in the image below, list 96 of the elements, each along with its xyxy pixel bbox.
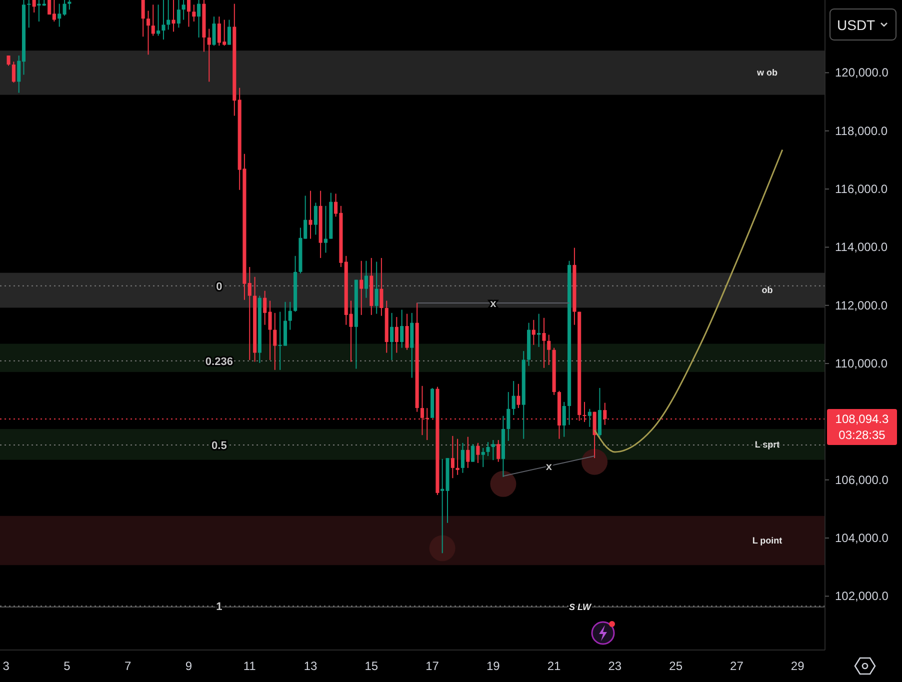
candlestick [151,4,155,36]
y-tick-label: 104,000.0 [835,531,889,546]
candlestick [212,16,216,46]
candlestick [476,442,480,464]
candlestick [273,312,277,370]
candlestick [496,440,500,462]
candlestick [162,0,166,40]
annotation: 0.5 [212,440,227,452]
candlestick [166,0,170,30]
candlestick [268,300,272,361]
candlestick [314,202,318,236]
text: USDT [837,17,876,33]
candlestick [263,290,267,326]
candlestick [186,0,191,28]
candlestick [460,442,465,474]
y-tick-label: 118,000.0 [835,124,888,138]
x-tick-label: 13 [304,659,318,673]
candlestick [588,408,592,428]
y-tick-label: 110,000.0 [835,356,888,371]
candlestick [456,438,460,476]
candlestick [512,380,516,416]
annotation: 1 [216,601,222,614]
candlestick [207,28,211,82]
y-tick-label: 114,000.0 [835,240,888,254]
x-tick-label: 5 [64,659,71,673]
x-tick-label: 7 [124,659,132,673]
candlestick [471,444,475,462]
x-tick-label: 9 [185,659,192,673]
candlestick [491,440,495,461]
x-tick-label: 15 [364,659,378,673]
candlestick [394,316,398,354]
candlestick [374,261,378,314]
candlestick [288,301,292,330]
x-tick-label: 25 [669,659,683,673]
annotation: 0.236 [205,356,233,368]
x-tick-label: 29 [790,659,805,673]
candlestick [156,4,160,36]
candlestick [176,0,180,28]
y-tick-label: 106,000.0 [835,472,889,487]
candlestick [450,435,454,479]
x-tick-label: 21 [547,659,562,673]
candlestick [197,0,201,38]
candlestick [562,401,566,438]
candlestick [486,442,490,457]
candlestick [141,0,145,38]
x-tick-label: 27 [730,659,744,673]
candlestick [380,257,384,316]
candlestick [466,436,470,468]
x-tick-label: 11 [243,659,256,673]
candlestick [547,334,551,366]
candlestick [592,411,596,459]
candlestick [62,0,66,16]
candlestick [324,205,328,254]
candlestick [182,0,186,20]
y-tick-label: 120,000.0 [835,66,889,80]
candlestick [6,55,10,66]
candlestick [516,383,520,409]
candlestick [192,4,196,22]
band-label: L point [752,536,782,546]
x-tick-label: 19 [486,659,500,673]
candlestick [506,392,510,442]
x-tick-label: 23 [608,659,622,673]
candlestick [360,260,364,316]
line-series [594,149,784,453]
annotation: x [546,460,553,473]
candlestick [248,266,252,361]
text: 03:28:35 [838,428,886,442]
candlestick [542,317,546,368]
band-label: ob [762,285,774,296]
band-label: w ob [756,68,778,78]
candlestick [58,3,62,28]
candlestick [146,10,150,56]
ref-line-label: S LW [569,602,593,612]
candlestick [364,260,368,298]
annotation: 0 [216,280,222,293]
x-tick-label: 17 [426,659,440,673]
y-tick-label: 102,000.0 [835,589,889,604]
point [490,470,516,497]
candlestick [405,313,409,350]
candlestick [481,447,485,468]
annotation: x [490,298,498,310]
candlestick [12,61,16,84]
ref-line-label: 108,094.3 [835,412,890,426]
candlestick [308,190,312,240]
point [582,448,608,475]
y-tick-label: 112,000.0 [835,298,888,312]
candlestick [400,309,404,348]
candlestick [532,319,536,346]
candlestick [172,0,176,32]
y-tick-label: 116,000.0 [835,182,888,196]
candlestick [32,0,36,14]
point [429,535,456,562]
candlestick [68,0,72,10]
x-tick-label: 3 [2,659,10,673]
candlestick [227,19,232,46]
candlestick [390,312,394,361]
